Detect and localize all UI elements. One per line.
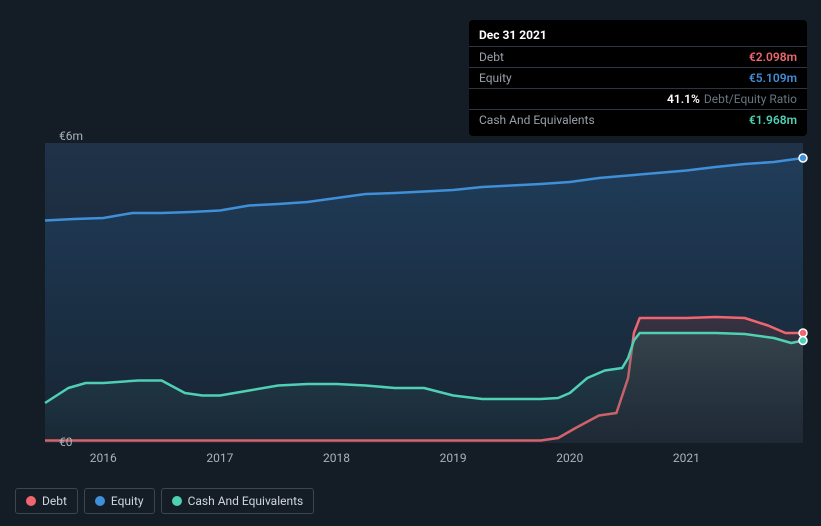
x-axis-label: 2018 (323, 451, 350, 465)
chart-legend: Debt Equity Cash And Equivalents (15, 488, 314, 514)
tooltip-row: 41.1% Debt/Equity Ratio (469, 88, 807, 109)
legend-dot-icon (172, 496, 182, 506)
series-marker-cash-and-equivalents (799, 337, 807, 345)
tooltip-row: Cash And Equivalents€1.968m (469, 109, 807, 130)
tooltip-value: €5.109m (749, 71, 797, 85)
legend-item-equity[interactable]: Equity (84, 488, 155, 514)
x-axis-label: 2019 (440, 451, 467, 465)
x-axis-label: 2021 (673, 451, 700, 465)
tooltip-extra: Debt/Equity Ratio (704, 92, 797, 106)
tooltip-label: Cash And Equivalents (479, 113, 749, 127)
tooltip-value: 41.1% (667, 92, 700, 106)
x-axis-label: 2017 (206, 451, 233, 465)
legend-item-debt[interactable]: Debt (15, 488, 78, 514)
legend-dot-icon (95, 496, 105, 506)
chart-canvas (15, 143, 818, 443)
tooltip-value: €2.098m (749, 50, 797, 64)
x-axis-label: 2016 (90, 451, 117, 465)
tooltip-label (479, 92, 667, 106)
series-marker-equity (799, 154, 807, 162)
x-axis-label: 2020 (556, 451, 583, 465)
tooltip-row: Debt€2.098m (469, 46, 807, 67)
legend-label: Equity (111, 494, 144, 508)
financial-chart: €0€6m 201620172018201920202021 (15, 143, 818, 443)
tooltip-value: €1.968m (749, 113, 797, 127)
tooltip-row: Equity€5.109m (469, 67, 807, 88)
legend-label: Debt (42, 494, 67, 508)
legend-item-cash-and-equivalents[interactable]: Cash And Equivalents (161, 488, 315, 514)
legend-dot-icon (26, 496, 36, 506)
legend-label: Cash And Equivalents (188, 494, 304, 508)
tooltip-date: Dec 31 2021 (469, 26, 807, 46)
tooltip-label: Debt (479, 50, 749, 64)
chart-tooltip: Dec 31 2021 Debt€2.098mEquity€5.109m41.1… (469, 20, 807, 136)
tooltip-label: Equity (479, 71, 749, 85)
